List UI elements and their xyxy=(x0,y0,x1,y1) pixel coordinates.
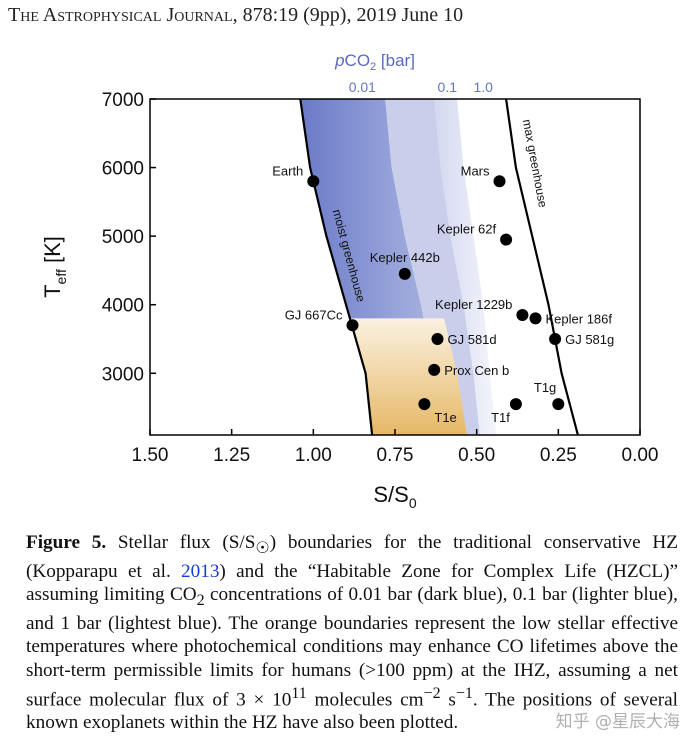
label-earth: Earth xyxy=(272,163,303,178)
watermark: 知乎 @星辰大海 xyxy=(555,712,680,732)
top-tick-label: 0.1 xyxy=(438,79,458,95)
label-t1f: T1f xyxy=(491,410,510,425)
y-tick-label: 6000 xyxy=(102,159,144,180)
y-axis-label-sub: eff xyxy=(53,269,69,284)
x-tick-label: 1.50 xyxy=(132,445,169,466)
point-kepler-62f xyxy=(500,233,513,246)
journal-header: The Astrophysical Journal, 878:19 (9pp),… xyxy=(8,4,688,27)
point-gj-667cc xyxy=(346,319,359,332)
label-gj-581g: GJ 581g xyxy=(565,332,614,347)
y-tick-label: 3000 xyxy=(102,364,144,385)
x-axis-ticks: 1.50 1.25 1.00 0.75 0.50 0.25 0.00 xyxy=(132,429,659,466)
point-t1f xyxy=(509,398,522,411)
top-axis-ticks: 0.01 0.1 1.0 xyxy=(349,79,493,95)
label-gj-581d: GJ 581d xyxy=(448,332,497,347)
point-t1e xyxy=(418,398,431,411)
top-axis-label-main: CO xyxy=(345,51,371,70)
y-tick-label: 7000 xyxy=(102,90,144,111)
label-t1e: T1e xyxy=(434,410,456,425)
hz-boundary-curves xyxy=(299,99,579,435)
point-t1g xyxy=(552,398,565,411)
x-axis-label: S/S0 xyxy=(373,482,416,511)
point-kepler-186f xyxy=(529,312,542,325)
top-axis-label: pCO2 [bar] xyxy=(334,51,415,73)
point-gj-581d xyxy=(431,333,444,345)
planet-points: Earth Mars Kepler 62f Kepler 442b Kepler 122… xyxy=(272,163,614,425)
point-earth xyxy=(307,175,320,188)
y-axis-ticks: 7000 6000 5000 4000 3000 xyxy=(102,90,156,385)
top-axis-label-sub: 2 xyxy=(370,61,376,73)
label-gj-667cc: GJ 667Cc xyxy=(285,307,343,322)
band-1-bar xyxy=(434,99,497,435)
label-kepler-442b: Kepler 442b xyxy=(370,250,440,265)
x-tick-label: 0.50 xyxy=(458,445,495,466)
x-axis-label-sub: 0 xyxy=(409,495,417,511)
point-kepler-442b xyxy=(398,267,411,280)
x-tick-label: 0.00 xyxy=(622,445,659,466)
label-mars: Mars xyxy=(461,163,490,178)
max-greenhouse-label: max greenhouse xyxy=(520,118,550,209)
top-tick-label: 1.0 xyxy=(473,79,493,95)
top-axis-label-p: p xyxy=(334,51,344,70)
point-kepler-1229b xyxy=(516,309,529,321)
label-t1g: T1g xyxy=(534,380,556,395)
figure-label: Figure 5. xyxy=(26,532,107,553)
journal-citation: , 878:19 (9pp), 2019 June 10 xyxy=(232,4,464,26)
label-kepler-186f: Kepler 186f xyxy=(546,311,613,326)
label-prox-cen-b: Prox Cen b xyxy=(444,363,509,378)
x-tick-label: 1.25 xyxy=(213,445,250,466)
y-axis-label-unit: [K] xyxy=(40,236,65,269)
citation-link[interactable]: 2013 xyxy=(181,561,220,583)
y-axis-label: Teff [K] xyxy=(40,236,69,298)
x-tick-label: 0.25 xyxy=(540,445,577,466)
x-tick-label: 0.75 xyxy=(377,445,414,466)
point-mars xyxy=(493,175,506,188)
y-tick-label: 4000 xyxy=(102,296,144,317)
label-kepler-62f: Kepler 62f xyxy=(437,222,497,237)
figure-caption: Figure 5. Stellar flux (S/S☉) boundaries… xyxy=(26,532,678,734)
point-gj-581g xyxy=(549,333,562,345)
co-limit-region xyxy=(349,318,467,435)
hz-chart: pCO2 [bar] 0.01 0.1 1.0 moist greenhousema… xyxy=(40,51,659,511)
max-greenhouse-curve xyxy=(505,99,579,435)
band-0-1-bar xyxy=(385,99,480,435)
top-tick-label: 0.01 xyxy=(349,79,376,95)
x-tick-label: 1.00 xyxy=(295,445,332,466)
journal-name: The Astrophysical Journal xyxy=(8,4,233,26)
label-kepler-1229b: Kepler 1229b xyxy=(435,297,512,312)
top-axis-label-unit: [bar] xyxy=(376,51,415,70)
point-prox-cen-b xyxy=(428,363,441,376)
moist-greenhouse-curve xyxy=(299,99,374,435)
y-tick-label: 5000 xyxy=(102,227,144,248)
